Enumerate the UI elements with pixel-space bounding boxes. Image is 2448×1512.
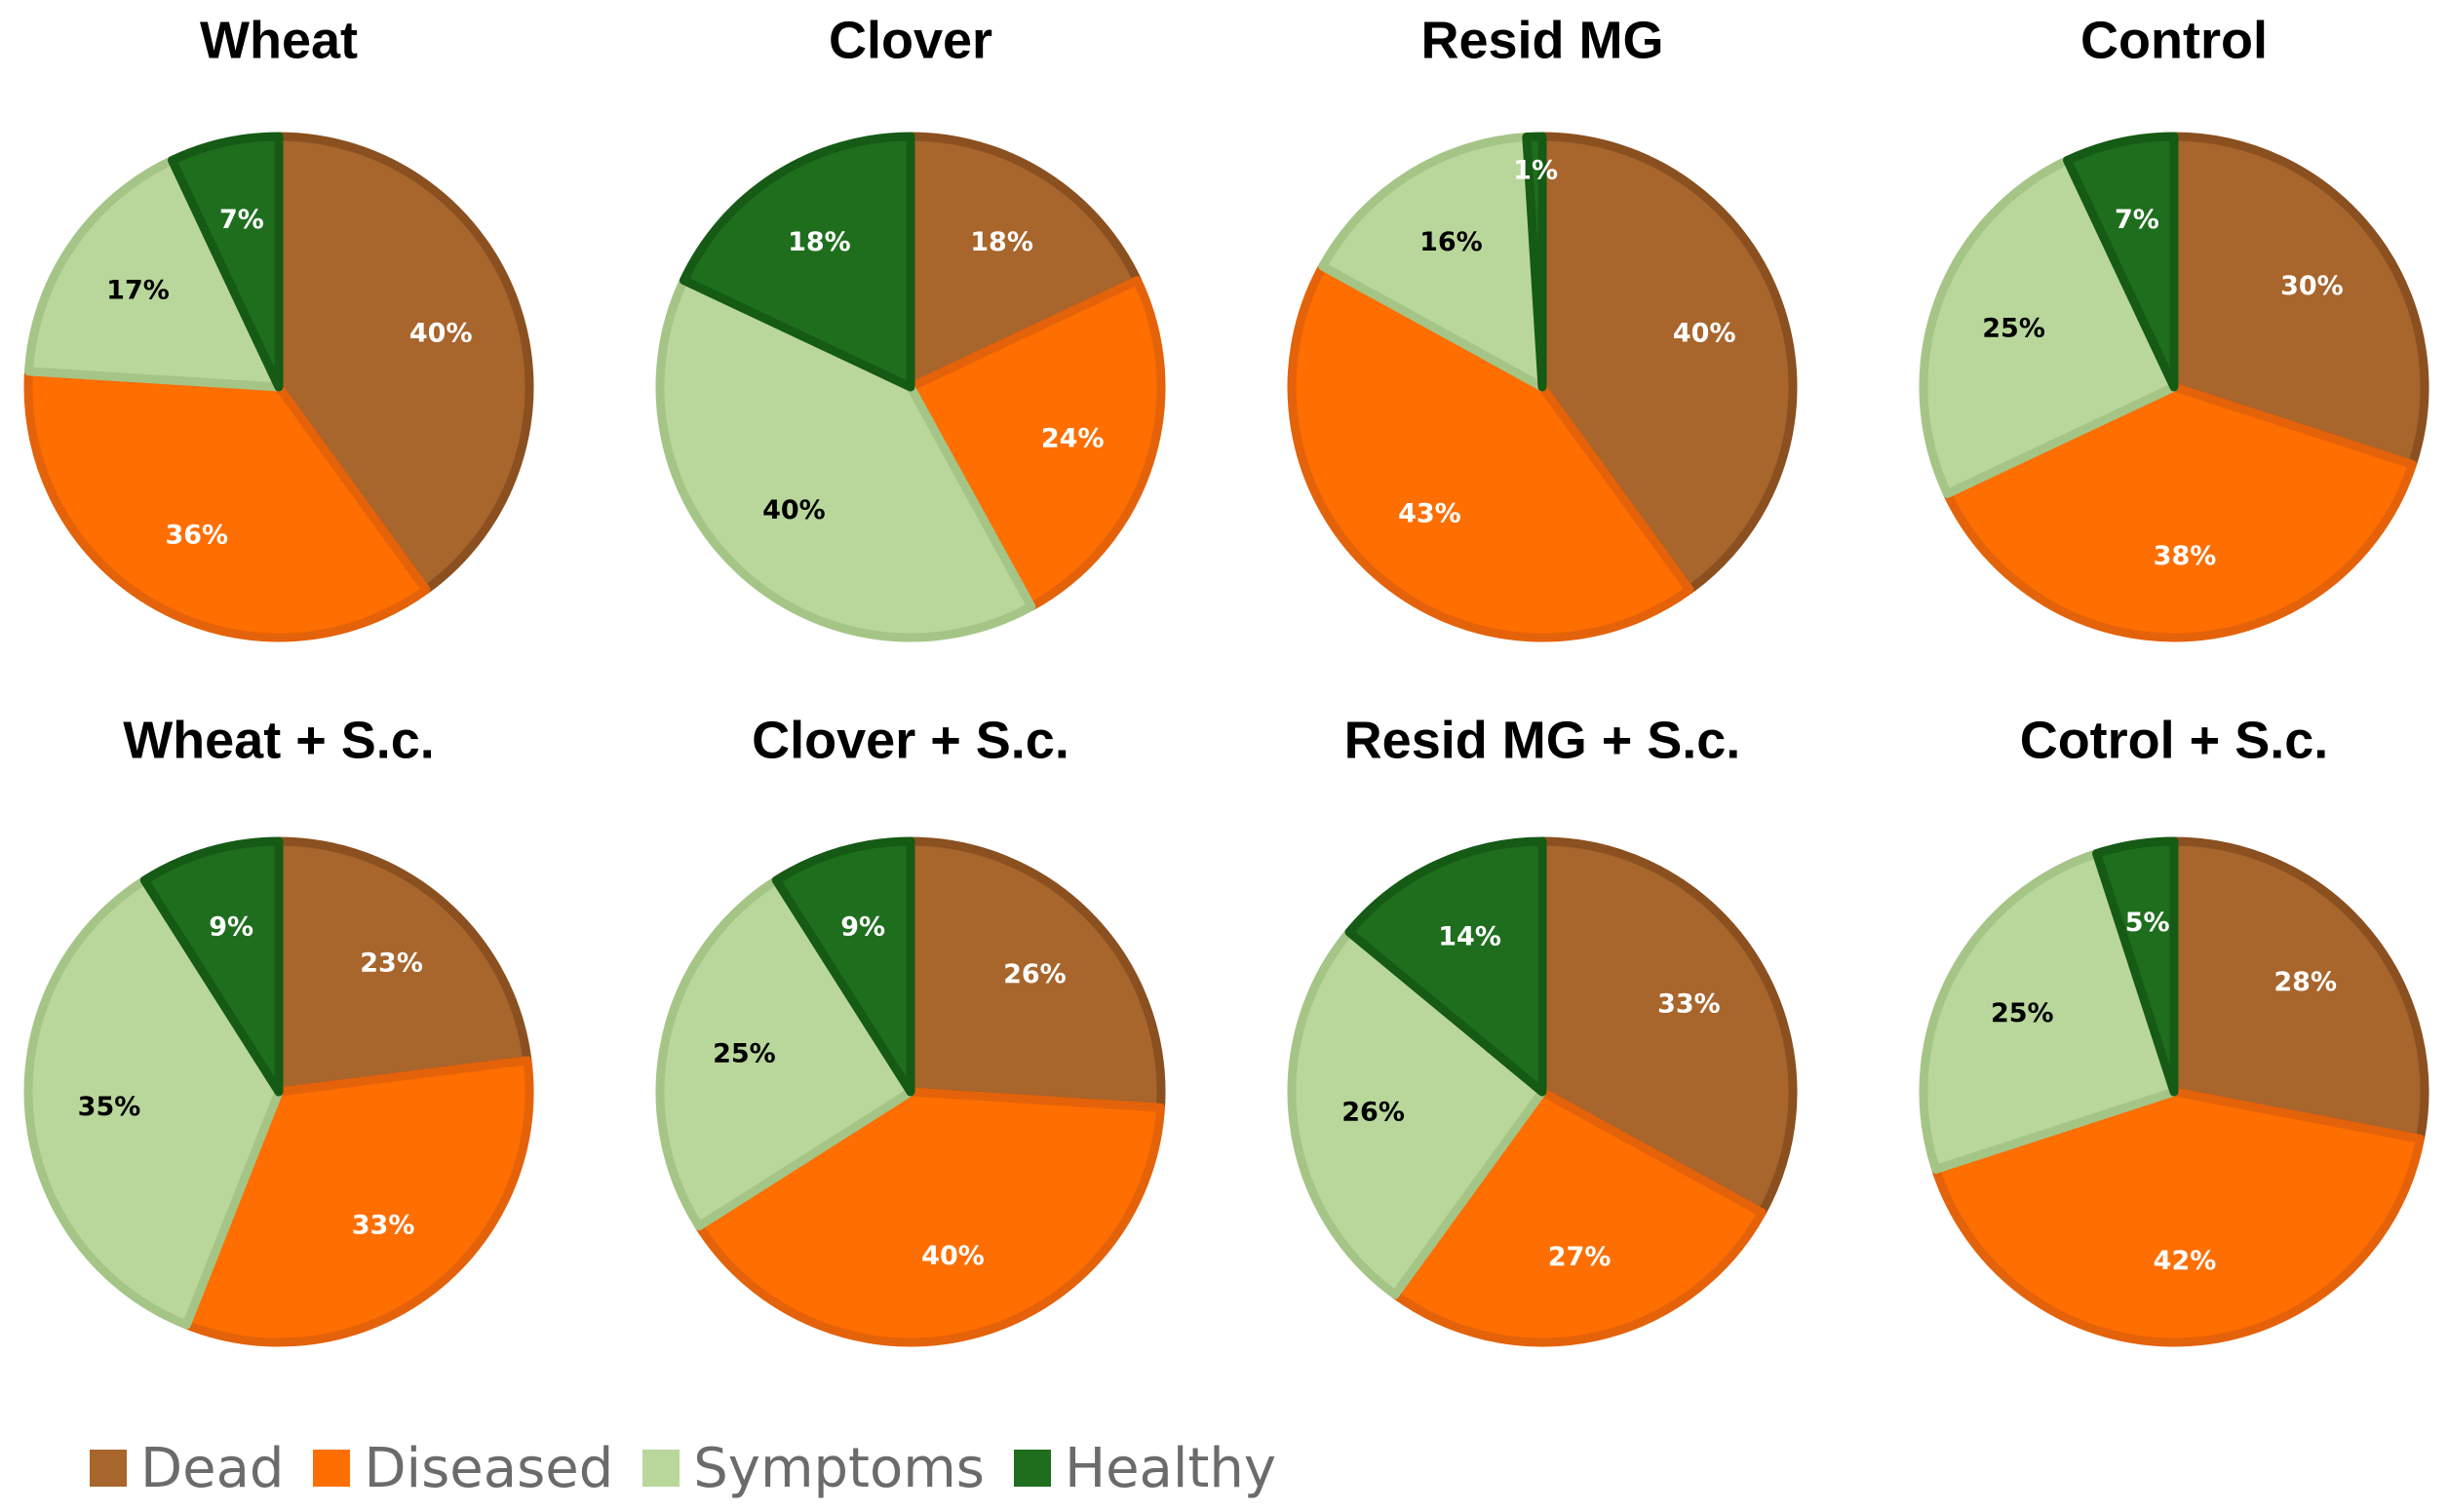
pie-control: Control 30% 38% 25% 7% [1919, 11, 2429, 642]
pie-title-clover: Clover [829, 11, 992, 69]
pie-label-resid-mg-s-c-healthy: 14% [1438, 921, 1501, 951]
pie-slice-wheat-s-c-symptoms [23, 875, 284, 1330]
pie-label-cotrol-s-c-healthy: 5% [2125, 908, 2170, 938]
pie-slice-control-dead [2169, 132, 2429, 469]
pie-label-wheat-s-c-healthy: 9% [209, 912, 253, 943]
legend-item-dead: Dead [90, 1437, 284, 1500]
pie-slice-resid-mg-s-c-dead [1537, 836, 1798, 1218]
pie-title-wheat-s-c: Wheat + S.c. [123, 711, 435, 769]
pie-label-wheat-s-c-diseased: 33% [352, 1211, 415, 1241]
legend-swatch-dead [90, 1450, 127, 1487]
pie-label-control-diseased: 38% [2154, 541, 2217, 571]
pie-label-wheat-s-c-dead: 23% [360, 948, 423, 978]
pie-slice-resid-mg-diseased [1287, 261, 1694, 642]
legend-label-symptoms: Symptoms [693, 1436, 985, 1500]
pie-title-resid-mg: Resid MG [1420, 11, 1663, 69]
pie-clover: Clover 18% 24% 40% 18% [655, 11, 1166, 642]
pie-slice-clover-s-c-healthy [771, 836, 915, 1097]
pie-label-clover-s-c-diseased: 40% [921, 1241, 985, 1271]
legend-label-dead: Dead [140, 1436, 285, 1500]
pie-slice-clover-dead [906, 132, 1143, 392]
legend-label-diseased: Diseased [364, 1436, 614, 1500]
pie-label-clover-healthy: 18% [788, 227, 851, 257]
pie-label-control-healthy: 7% [2115, 205, 2159, 235]
pie-slice-clover-diseased [906, 276, 1166, 611]
pie-title-cotrol-s-c: Cotrol + S.c. [2020, 711, 2329, 769]
legend-item-healthy: Healthy [1013, 1436, 1277, 1500]
pie-slice-clover-s-c-dead [906, 836, 1166, 1112]
pie-slice-resid-mg-dead [1537, 132, 1798, 595]
pie-slice-wheat-symptoms [24, 155, 284, 392]
legend-label-healthy: Healthy [1064, 1436, 1277, 1500]
pie-slice-cotrol-s-c-dead [2169, 836, 2429, 1144]
legend-swatch-diseased [313, 1450, 351, 1487]
pie-slice-wheat-s-c-dead [274, 836, 532, 1097]
pie-slice-clover-symptoms [655, 276, 1036, 642]
pie-slice-cotrol-s-c-symptoms [1919, 849, 2179, 1174]
pie-slice-control-symptoms [1919, 155, 2179, 498]
pie-label-control-symptoms: 25% [1982, 313, 2045, 343]
pie-label-wheat-dead: 40% [409, 319, 473, 349]
pie-slice-resid-mg-s-c-healthy [1344, 836, 1547, 1097]
pie-resid-mg-s-c: Resid MG + S.c. 33% 27% 26% 14% [1287, 711, 1798, 1347]
pie-slice-cotrol-s-c-healthy [2092, 836, 2179, 1097]
pie-label-clover-s-c-healthy: 9% [840, 912, 885, 943]
chart-legend: Dead Diseased Symptoms Healthy [90, 1429, 1305, 1507]
pie-label-resid-mg-dead: 40% [1673, 319, 1736, 349]
pie-slice-clover-s-c-symptoms [655, 875, 915, 1231]
pie-resid-mg: Resid MG 40% 43% 16% 1% [1287, 11, 1798, 642]
pie-slice-wheat-diseased [23, 367, 431, 642]
pie-wheat-s-c: Wheat + S.c. 23% 33% 35% 9% [23, 711, 534, 1347]
pie-label-resid-mg-s-c-diseased: 27% [1548, 1242, 1612, 1272]
pie-slice-wheat-healthy [168, 132, 284, 392]
pie-cotrol-s-c: Cotrol + S.c. 28% 42% 25% 5% [1919, 711, 2429, 1347]
pie-slice-control-healthy [2063, 132, 2179, 392]
pie-label-clover-s-c-dead: 26% [1003, 959, 1067, 989]
pie-label-control-dead: 30% [2280, 271, 2344, 301]
pie-title-control: Control [2080, 11, 2268, 69]
pie-label-cotrol-s-c-diseased: 42% [2154, 1246, 2217, 1276]
pie-slice-resid-mg-healthy [1522, 132, 1547, 392]
pie-label-resid-mg-diseased: 43% [1398, 499, 1461, 529]
pie-title-wheat: Wheat [200, 11, 358, 69]
legend-item-symptoms: Symptoms [642, 1437, 985, 1500]
pie-slice-control-diseased [1942, 382, 2417, 642]
pie-label-wheat-diseased: 36% [165, 521, 228, 551]
pie-wheat: Wheat 40% 36% 17% 7% [23, 11, 534, 642]
pie-label-resid-mg-s-c-dead: 33% [1657, 989, 1721, 1020]
pie-title-resid-mg-s-c: Resid MG + S.c. [1344, 711, 1741, 769]
pie-label-clover-dead: 18% [970, 227, 1033, 257]
pie-slice-resid-mg-s-c-symptoms [1287, 927, 1547, 1299]
pie-slice-wheat-s-c-diseased [181, 1056, 534, 1347]
pie-label-wheat-symptoms: 17% [106, 275, 170, 305]
pie-label-resid-mg-symptoms: 16% [1419, 227, 1483, 257]
pie-slice-wheat-s-c-healthy [139, 836, 284, 1097]
pie-label-resid-mg-s-c-symptoms: 26% [1341, 1097, 1405, 1127]
pie-label-clover-symptoms: 40% [762, 495, 826, 525]
pie-label-wheat-healthy: 7% [219, 205, 264, 235]
pie-label-clover-diseased: 24% [1041, 424, 1105, 454]
pie-label-cotrol-s-c-dead: 28% [2273, 967, 2337, 997]
pie-slice-clover-healthy [679, 132, 915, 392]
pie-slice-cotrol-s-c-diseased [1931, 1087, 2425, 1347]
pie-label-wheat-s-c-symptoms: 35% [78, 1092, 141, 1122]
pie-title-clover-s-c: Clover + S.c. [752, 711, 1069, 769]
pie-clover-s-c: Clover + S.c. 26% 40% 25% 9% [655, 711, 1166, 1347]
pie-slice-resid-mg-s-c-diseased [1390, 1087, 1767, 1347]
legend-swatch-symptoms [642, 1450, 680, 1487]
legend-swatch-healthy [1013, 1450, 1051, 1487]
pie-slice-resid-mg-symptoms [1318, 133, 1547, 392]
pie-label-clover-s-c-symptoms: 25% [713, 1038, 776, 1068]
pie-slice-wheat-dead [274, 132, 534, 595]
pie-label-resid-mg-healthy: 1% [1513, 156, 1558, 186]
legend-item-diseased: Diseased [313, 1437, 613, 1500]
pie-label-cotrol-s-c-symptoms: 25% [1991, 998, 2054, 1028]
